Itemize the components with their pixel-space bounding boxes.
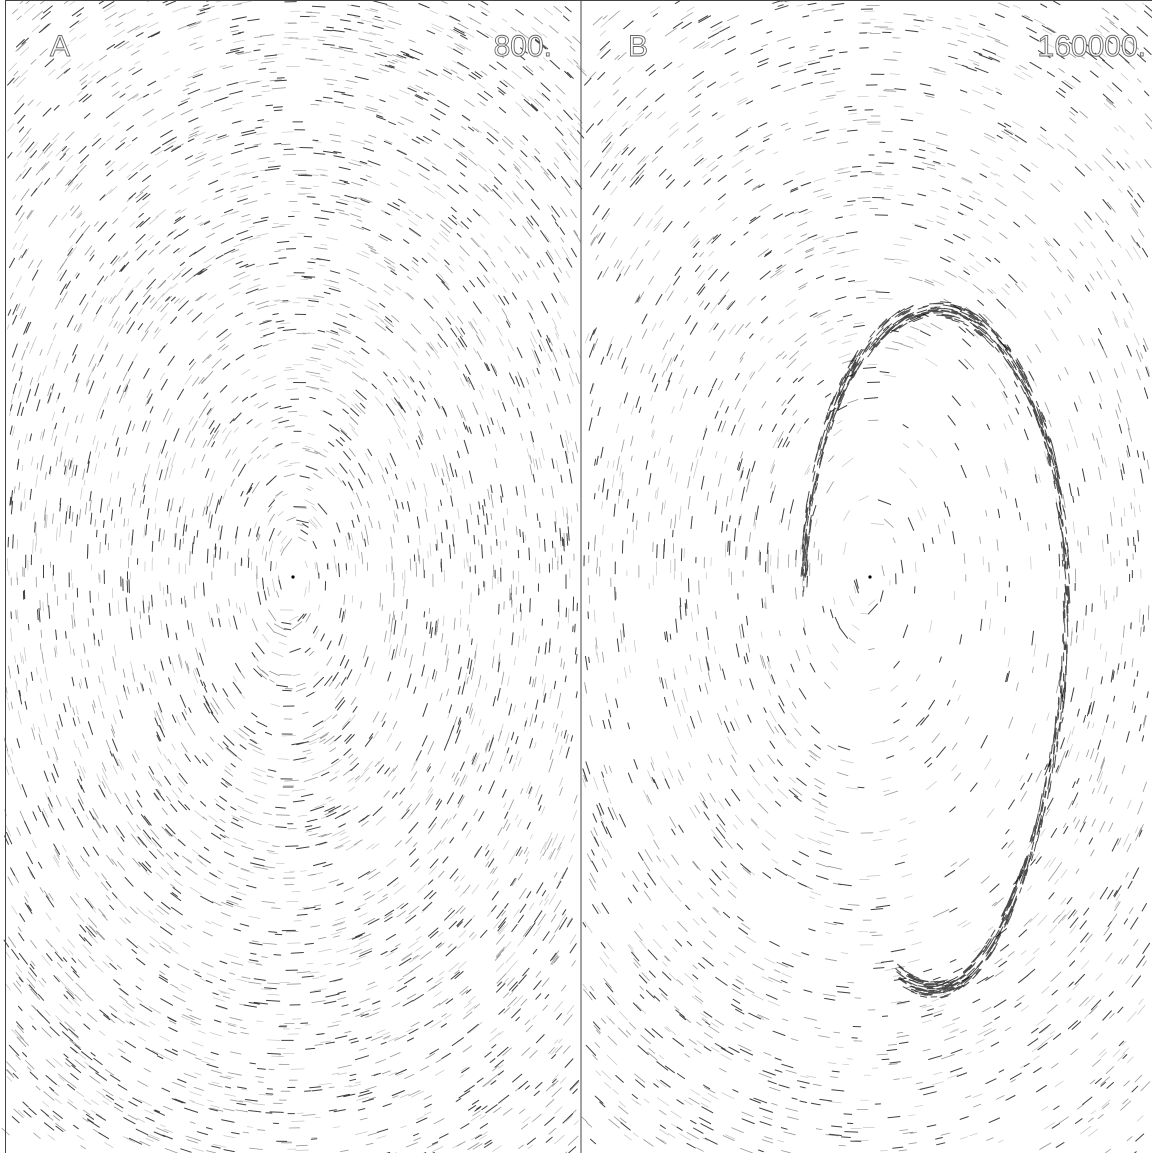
streaks [582, 0, 1152, 1152]
vortex-center [291, 575, 295, 579]
panel-label: B [628, 30, 648, 63]
streaks [3, 0, 585, 1153]
streaks [1, 0, 587, 1153]
panel-value: 160000. [1038, 30, 1146, 63]
panel-value: 800. [494, 30, 552, 63]
streaks [582, 0, 1152, 1153]
vortex-ring [800, 301, 1071, 999]
streaks [3, 0, 585, 1153]
vortex-center [868, 575, 872, 579]
panel-label: A [50, 30, 70, 63]
